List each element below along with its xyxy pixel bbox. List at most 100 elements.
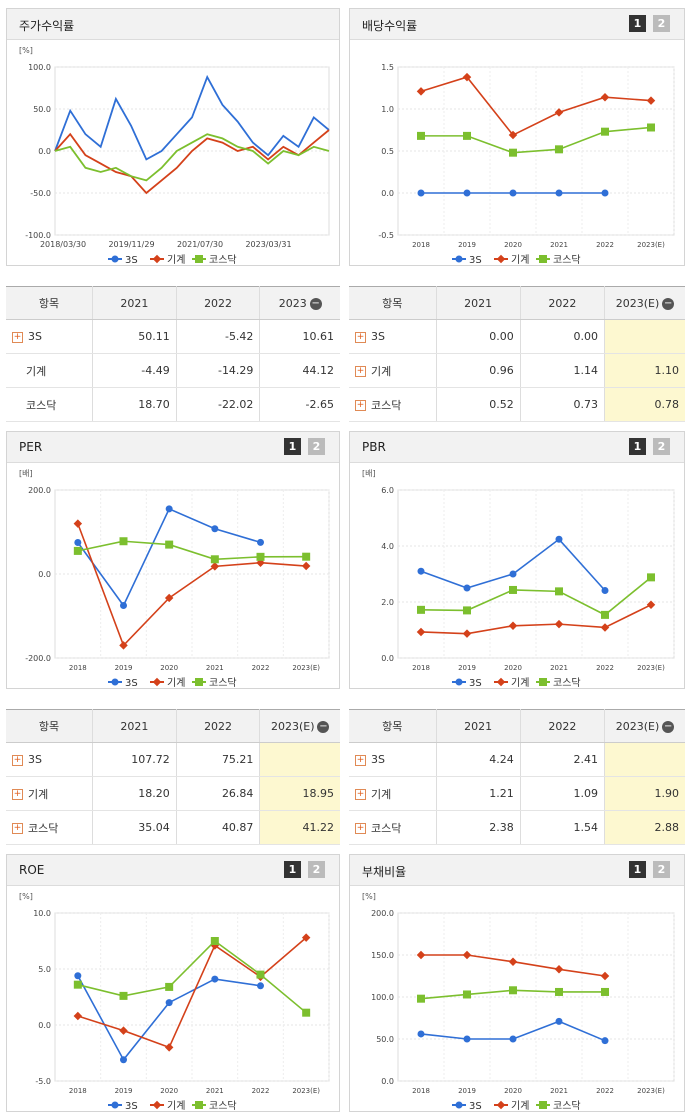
header-year: 2022 [520,709,605,743]
row-name: 3S [371,330,385,343]
plus-box-icon[interactable]: + [355,366,366,377]
point-marker [601,189,609,197]
chart-svg: [%]10.0 5.0 0.0 -5.0 2018 2019 2020 2021 2022 202… [19,892,330,1112]
point-marker [554,965,564,974]
x-tick-label: 2022 [252,664,270,672]
row-label[interactable]: + 코스닥 [349,810,437,845]
y-tick-label: 5.0 [38,965,51,974]
point-marker [165,540,174,549]
row-name: 기계 [26,364,47,378]
plus-box-icon[interactable]: + [355,400,366,411]
table-cell: 2.88 [604,810,685,845]
row-label[interactable]: + 기계 [6,776,93,811]
series-line [420,538,606,592]
y-tick-label: 0.0 [38,570,51,579]
page-2-button[interactable]: 2 [653,861,670,878]
row-label[interactable]: + 코스닥 [349,387,437,422]
minus-circle-icon[interactable]: − [662,297,675,310]
series-kosdaq [73,537,311,564]
row-label[interactable]: + 기계 [349,776,437,811]
y-tick-label: 200.0 [28,486,51,495]
point-marker [462,629,472,638]
legend-label: 기계 [511,1100,529,1112]
series-kosdaq [417,986,609,1003]
pbr-table: 항목 2021 2022 2023(E) − +3S 4.24 2.41 + 기계 1.21 1.09… [349,709,685,845]
row-label[interactable]: +3S [349,742,437,777]
point-marker [120,602,127,609]
x-tick-label: 2022 [596,1087,614,1095]
chart-svg: 1.5 1.0 0.5 0.0 -0.5 2018 2019 2020 2021 2022 2023… [378,63,675,266]
legend: 3S 기계 코스닥 [452,677,581,689]
point-marker [119,537,128,546]
row-label[interactable]: +3S [6,319,93,354]
point-marker [508,957,518,966]
row-label: 기계 [6,353,93,388]
series-3s [74,505,264,609]
x-tick-label: 2021 [550,241,568,249]
y-tick-label: 200.0 [371,909,394,918]
page-1-button[interactable]: 1 [284,438,301,455]
page-2-button[interactable]: 2 [653,438,670,455]
table-row: + 코스닥 2.38 1.54 2.88 [349,810,685,845]
per-table: 항목 2021 2022 2023(E) − +3S 107.72 75.21 + 기계 18.20… [6,709,340,845]
point-marker [508,621,518,631]
plus-box-icon[interactable]: + [12,754,23,766]
stock-return-table: 항목 2021 2022 2023− +3S 50.11 -5.42 10.61 기계 -4.49… [6,286,340,422]
legend-label: 기계 [167,1100,185,1112]
header-year: 2021 [92,286,177,320]
plus-box-icon[interactable]: + [355,331,366,343]
plus-box-icon[interactable]: + [12,789,23,800]
point-marker [601,610,609,619]
header-item: 항목 [6,286,93,320]
legend-marker [496,1100,506,1110]
page-1-button[interactable]: 1 [629,15,646,32]
series-kosdaq [417,123,655,157]
page-1-button[interactable]: 1 [284,861,301,878]
y-tick-label: -100.0 [25,231,51,240]
table-cell: 75.21 [176,742,261,777]
point-marker [120,1056,127,1064]
table-cell: 107.72 [92,742,177,777]
point-marker [463,131,471,140]
plus-box-icon[interactable]: + [355,789,366,800]
plus-box-icon[interactable]: + [355,823,366,834]
page-2-button[interactable]: 2 [308,438,325,455]
point-marker [165,999,173,1007]
legend-label: 3S [125,255,138,266]
y-tick-label: 50.0 [376,1035,394,1044]
table-cell: 1.10 [604,353,685,388]
point-marker [73,546,82,555]
minus-circle-icon[interactable]: − [309,297,322,310]
minus-circle-icon[interactable]: − [317,720,330,733]
plus-box-icon[interactable]: + [355,754,366,766]
table-row: + 코스닥 0.52 0.73 0.78 [349,387,685,422]
point-marker [600,623,610,632]
point-marker [600,92,610,102]
table-cell: -2.65 [259,387,340,422]
plus-box-icon[interactable]: + [12,331,23,343]
legend-label: 기계 [511,254,529,266]
page-1-button[interactable]: 1 [629,438,646,455]
page-2-button[interactable]: 2 [653,15,670,32]
row-label[interactable]: + 기계 [349,353,437,388]
page-2-button[interactable]: 2 [308,861,325,878]
row-label[interactable]: +3S [349,319,437,354]
point-marker [509,986,517,995]
point-marker [416,950,426,960]
header-year: 2022 [176,709,261,743]
point-marker [555,189,563,197]
series-line [421,126,652,154]
table-cell [259,742,340,777]
row-label[interactable]: + 코스닥 [6,810,93,845]
unit-label: [배] [362,469,376,478]
panel-title: 부채비율 [362,865,407,879]
point-marker [417,567,425,575]
plus-box-icon[interactable]: + [12,823,23,834]
y-tick-label: -0.5 [378,231,394,240]
legend-label: 코스닥 [209,677,237,689]
table-cell: 35.04 [92,810,177,845]
page-1-button[interactable]: 1 [629,861,646,878]
row-label[interactable]: +3S [6,742,93,777]
minus-circle-icon[interactable]: − [662,720,675,733]
x-tick-label: 2021 [550,664,568,672]
